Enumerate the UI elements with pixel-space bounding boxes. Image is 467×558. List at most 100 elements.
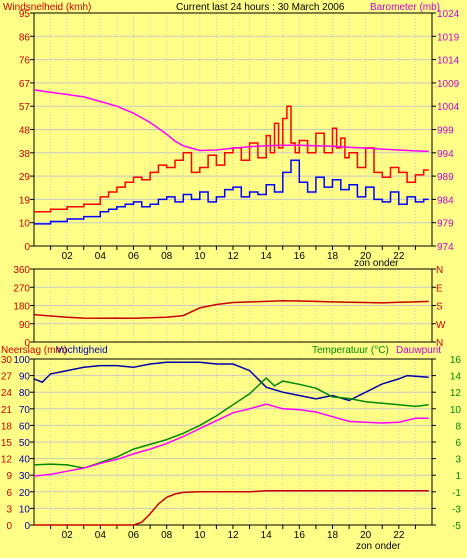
direction-compass-tick-label: N <box>436 265 443 276</box>
climate-x-tick-label: 02 <box>62 530 74 541</box>
temperature-tick-label: 14 <box>450 372 462 383</box>
temperature-tick-label: 8 <box>455 421 461 432</box>
temperature-tick-label: 3 <box>455 455 461 466</box>
panel-climate-series <box>33 361 429 526</box>
barometer-series-line <box>33 89 429 153</box>
barometer-tick-label: 989 <box>437 172 454 183</box>
rain-tick-label: 3 <box>6 504 12 515</box>
wind-speed-axis: 0 10 19 29 38 48 57 67 76 86 95 <box>19 9 34 253</box>
humidity-tick-label: 0 <box>24 521 30 532</box>
barometer-tick-label: 1004 <box>437 102 460 113</box>
rain-tick-label: 21 <box>1 405 13 416</box>
direction-compass-tick-label: W <box>436 320 446 331</box>
direction-degrees-tick-label: 360 <box>13 265 30 276</box>
temperature-tick-label: -1 <box>452 488 461 499</box>
chart-title: Current last 24 hours : 30 March 2006 <box>176 2 345 13</box>
temperature-tick-label: -3 <box>452 504 461 515</box>
wind-x-tick-label: 18 <box>327 251 339 262</box>
barometer-tick-label: 999 <box>437 126 454 137</box>
direction-degrees-tick-label: 0 <box>24 338 30 349</box>
humidity-axis: 0 10 20 30 40 50 60 70 80 90 100 <box>13 355 30 532</box>
direction-degrees-axis: 0 90 180 270 360 <box>13 265 34 349</box>
temperature-tick-label: 10 <box>450 405 462 416</box>
wind-speed-tick-label: 10 <box>19 219 31 230</box>
wind-x-tick-label: 06 <box>128 251 140 262</box>
direction-degrees-tick-label: 270 <box>13 283 30 294</box>
climate-x-tick-label: 08 <box>161 530 173 541</box>
wind-x-tick-label: 16 <box>294 251 306 262</box>
temperature-series-line <box>33 376 429 469</box>
rain-tick-label: 12 <box>1 455 13 466</box>
panel-climate-grid <box>34 359 432 525</box>
wind-speed-tick-label: 0 <box>24 242 30 253</box>
humidity-tick-label: 80 <box>19 388 31 399</box>
wind-speed-tick-label: 38 <box>19 149 31 160</box>
wind-speed-tick-label: 19 <box>19 195 31 206</box>
climate-x-tick-label: 14 <box>261 530 273 541</box>
gust-series-line <box>34 105 429 213</box>
rain-tick-label: 18 <box>1 421 13 432</box>
barometer-tick-label: 984 <box>437 195 454 206</box>
rain-series-line <box>34 489 429 526</box>
wind-x-tick-label: 22 <box>393 251 405 262</box>
barometer-tick-label: 974 <box>437 242 454 253</box>
climate-x-tick-label: 10 <box>194 530 206 541</box>
panel-wind-series <box>33 89 429 225</box>
rain-tick-label: 15 <box>1 438 13 449</box>
direction-compass-tick-label: N <box>436 338 443 349</box>
sunset-label-bottom: zon onder <box>356 541 401 552</box>
temperature-tick-label: 1 <box>455 471 461 482</box>
humidity-tick-label: 90 <box>19 372 31 383</box>
rain-tick-label: 9 <box>6 471 12 482</box>
rain-tick-label: 6 <box>6 488 12 499</box>
humidity-tick-label: 70 <box>19 405 31 416</box>
barometer-tick-label: 1024 <box>437 9 460 20</box>
humidity-header-label: Vochtigheid <box>56 345 108 356</box>
wind-x-tick-label: 02 <box>62 251 74 262</box>
wind-speed-tick-label: 29 <box>19 172 31 183</box>
humidity-tick-label: 10 <box>19 504 31 515</box>
panel-wind-grid <box>34 13 432 246</box>
barometer-tick-label: 1014 <box>437 56 460 67</box>
panel-climate-x-axis: 02 04 06 08 10 12 14 16 18 20 22 <box>50 525 416 541</box>
climate-x-tick-label: 06 <box>128 530 140 541</box>
rain-tick-label: 30 <box>1 355 13 366</box>
climate-x-tick-label: 22 <box>393 530 405 541</box>
wind-x-tick-label: 08 <box>161 251 173 262</box>
direction-compass-tick-label: E <box>436 283 443 294</box>
humidity-tick-label: 60 <box>19 421 31 432</box>
wind-speed-tick-label: 76 <box>19 56 31 67</box>
climate-x-tick-label: 04 <box>95 530 107 541</box>
direction-degrees-tick-label: 180 <box>13 302 30 313</box>
panel-direction-series <box>33 300 429 320</box>
wind-speed-tick-label: 48 <box>19 126 31 137</box>
temperature-header-label: Temperatuur (°C) <box>312 345 389 356</box>
wind-x-tick-label: 14 <box>261 251 273 262</box>
rain-header-label: Neerslag (mm) <box>1 345 67 356</box>
humidity-tick-label: 20 <box>19 488 31 499</box>
humidity-tick-label: 100 <box>13 355 30 366</box>
barometer-header-label: Barometer (mb) <box>370 2 440 13</box>
humidity-tick-label: 40 <box>19 455 31 466</box>
barometer-axis: 974 979 984 989 994 999 1004 1009 1014 1019 1024 <box>432 9 460 253</box>
wind-x-tick-label: 10 <box>194 251 206 262</box>
direction-series-line <box>33 300 429 320</box>
barometer-tick-label: 994 <box>437 149 454 160</box>
temperature-tick-label: 12 <box>450 388 462 399</box>
barometer-tick-label: 1019 <box>437 32 460 43</box>
humidity-series-line <box>33 361 429 402</box>
wind-x-tick-label: 20 <box>360 251 372 262</box>
rain-tick-label: 0 <box>6 521 12 532</box>
humidity-tick-label: 30 <box>19 471 31 482</box>
sunset-label-top: zon onder <box>354 258 399 269</box>
temperature-tick-label: -5 <box>452 521 461 532</box>
temperature-axis: -5 -3 -1 1 3 6 8 10 12 14 16 <box>432 355 461 532</box>
wind-x-tick-label: 12 <box>227 251 239 262</box>
direction-compass-tick-label: S <box>436 302 443 313</box>
wind-speed-tick-label: 86 <box>19 32 31 43</box>
